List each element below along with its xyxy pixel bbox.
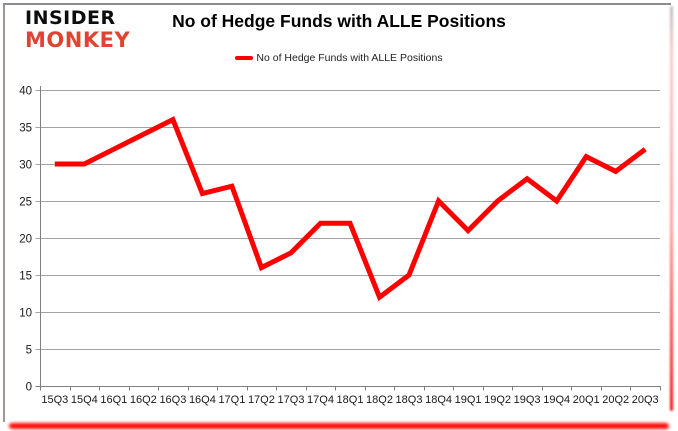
x-axis-tick-label: 16Q2 [130, 394, 157, 406]
x-axis-tick-label: 15Q4 [71, 394, 98, 406]
x-axis-tick-label: 16Q1 [100, 394, 127, 406]
x-axis-tick-label: 17Q3 [278, 394, 305, 406]
y-axis-tick-label: 35 [19, 123, 32, 135]
right-red-glow [670, 6, 673, 411]
logo-insider-text: INSIDER [25, 7, 116, 29]
x-axis-tick-label: 18Q4 [425, 394, 452, 406]
x-axis-tick-label: 19Q3 [514, 394, 541, 406]
bottom-red-glow [9, 423, 669, 429]
x-axis-tick-label: 15Q3 [41, 394, 68, 406]
x-axis-tick-label: 20Q1 [573, 394, 600, 406]
insider-monkey-logo: INSIDER MONKEY [25, 9, 130, 51]
y-axis-tick-label: 0 [26, 382, 32, 394]
legend-line-swatch [235, 56, 254, 60]
y-axis-tick-label: 25 [19, 197, 32, 209]
y-axis-tick-label: 30 [19, 160, 32, 172]
x-axis-tick-label: 17Q1 [218, 394, 245, 406]
x-axis-tick-label: 19Q2 [484, 394, 511, 406]
x-axis-tick-label: 18Q2 [366, 394, 393, 406]
y-axis-tick-label: 15 [19, 271, 32, 283]
x-axis-tick-label: 18Q3 [396, 394, 423, 406]
x-axis-tick-label: 18Q1 [337, 394, 364, 406]
y-axis-tick-label: 5 [26, 345, 32, 357]
x-axis-tick-label: 19Q1 [455, 394, 482, 406]
x-axis-tick-label: 20Q2 [602, 394, 629, 406]
y-axis-tick-label: 10 [19, 308, 32, 320]
x-axis-tick-label: 17Q2 [248, 394, 275, 406]
x-axis-tick-label: 20Q3 [632, 394, 659, 406]
y-axis-tick-label: 40 [19, 86, 32, 98]
legend-label: No of Hedge Funds with ALLE Positions [256, 52, 443, 64]
y-axis-tick-label: 20 [19, 234, 32, 246]
chart-title: No of Hedge Funds with ALLE Positions [172, 11, 506, 31]
logo-monkey-text: MONKEY [25, 28, 131, 52]
x-axis-tick-label: 19Q4 [543, 394, 570, 406]
x-axis-tick-label: 16Q4 [189, 394, 216, 406]
x-axis-tick-label: 17Q4 [307, 394, 334, 406]
legend: No of Hedge Funds with ALLE Positions [0, 52, 678, 64]
series-line [54, 116, 647, 302]
x-axis-tick-label: 16Q3 [159, 394, 186, 406]
